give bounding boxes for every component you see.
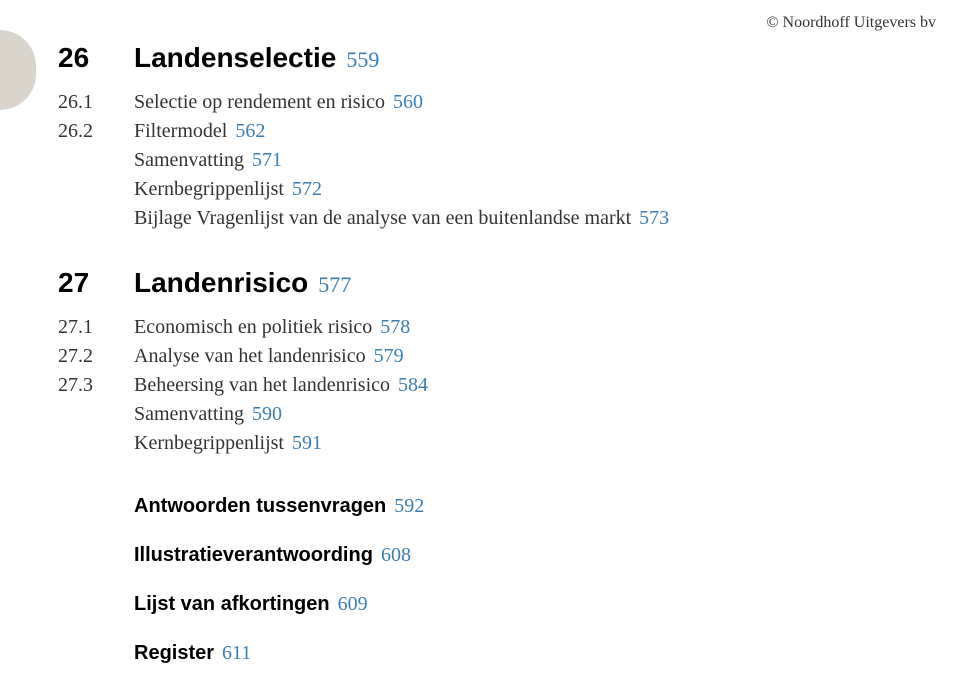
chapter-page: 577 — [318, 272, 351, 298]
end-item-title: Kernbegrippenlijst — [134, 429, 284, 458]
end-item-title: Samenvatting — [134, 400, 244, 429]
end-item-row: Kernbegrippenlijst 572 — [58, 175, 918, 204]
back-matter-title: Antwoorden tussenvragen — [134, 492, 386, 521]
back-matter-title: Lijst van afkortingen — [134, 590, 330, 619]
section-title: Economisch en politiek risico — [134, 313, 372, 342]
chapter-sections: 27.1 Economisch en politiek risico 578 2… — [58, 313, 918, 458]
end-item-title: Bijlage Vragenlijst van de analyse van e… — [134, 204, 631, 233]
toc-content: 26 Landenselectie 559 26.1 Selectie op r… — [58, 42, 918, 688]
end-item-row: Samenvatting 571 — [58, 146, 918, 175]
section-page: 562 — [235, 117, 265, 146]
end-item-page: 571 — [252, 146, 282, 175]
chapter-title: Landenselectie — [134, 42, 336, 74]
chapter-page: 559 — [346, 47, 379, 73]
copyright-text: © Noordhoff Uitgevers bv — [766, 14, 936, 32]
back-matter-page: 592 — [394, 492, 424, 521]
section-page: 578 — [380, 313, 410, 342]
end-item-row: Kernbegrippenlijst 591 — [58, 429, 918, 458]
section-page: 579 — [374, 342, 404, 371]
section-row: 27.2 Analyse van het landenrisico 579 — [58, 342, 918, 371]
back-matter-title: Register — [134, 639, 214, 668]
section-page: 584 — [398, 371, 428, 400]
chapter-title: Landenrisico — [134, 267, 308, 299]
side-tab — [0, 30, 36, 110]
section-title: Analyse van het landenrisico — [134, 342, 366, 371]
end-item-page: 572 — [292, 175, 322, 204]
back-matter-item: Illustratieverantwoording 608 — [58, 541, 918, 570]
section-row: 27.1 Economisch en politiek risico 578 — [58, 313, 918, 342]
end-item-title: Samenvatting — [134, 146, 244, 175]
back-matter-page: 608 — [381, 541, 411, 570]
back-matter-item: Lijst van afkortingen 609 — [58, 590, 918, 619]
back-matter-item: Register 611 — [58, 639, 918, 668]
back-matter-page: 609 — [338, 590, 368, 619]
end-item-page: 573 — [639, 204, 669, 233]
section-number: 26.1 — [58, 88, 134, 117]
section-row: 27.3 Beheersing van het landenrisico 584 — [58, 371, 918, 400]
end-item-page: 591 — [292, 429, 322, 458]
section-title: Beheersing van het landenrisico — [134, 371, 390, 400]
chapter-number: 26 — [58, 42, 134, 74]
end-item-title: Kernbegrippenlijst — [134, 175, 284, 204]
chapter-row: 27 Landenrisico 577 — [58, 267, 918, 299]
section-page: 560 — [393, 88, 423, 117]
section-number: 26.2 — [58, 117, 134, 146]
section-number: 27.1 — [58, 313, 134, 342]
section-row: 26.1 Selectie op rendement en risico 560 — [58, 88, 918, 117]
back-matter-page: 611 — [222, 639, 251, 668]
chapter-number: 27 — [58, 267, 134, 299]
section-row: 26.2 Filtermodel 562 — [58, 117, 918, 146]
chapter-sections: 26.1 Selectie op rendement en risico 560… — [58, 88, 918, 233]
section-number: 27.2 — [58, 342, 134, 371]
back-matter-item: Antwoorden tussenvragen 592 — [58, 492, 918, 521]
end-item-row: Bijlage Vragenlijst van de analyse van e… — [58, 204, 918, 233]
section-title: Selectie op rendement en risico — [134, 88, 385, 117]
end-item-row: Samenvatting 590 — [58, 400, 918, 429]
chapter-row: 26 Landenselectie 559 — [58, 42, 918, 74]
end-item-page: 590 — [252, 400, 282, 429]
section-number: 27.3 — [58, 371, 134, 400]
back-matter-title: Illustratieverantwoording — [134, 541, 373, 570]
section-title: Filtermodel — [134, 117, 227, 146]
